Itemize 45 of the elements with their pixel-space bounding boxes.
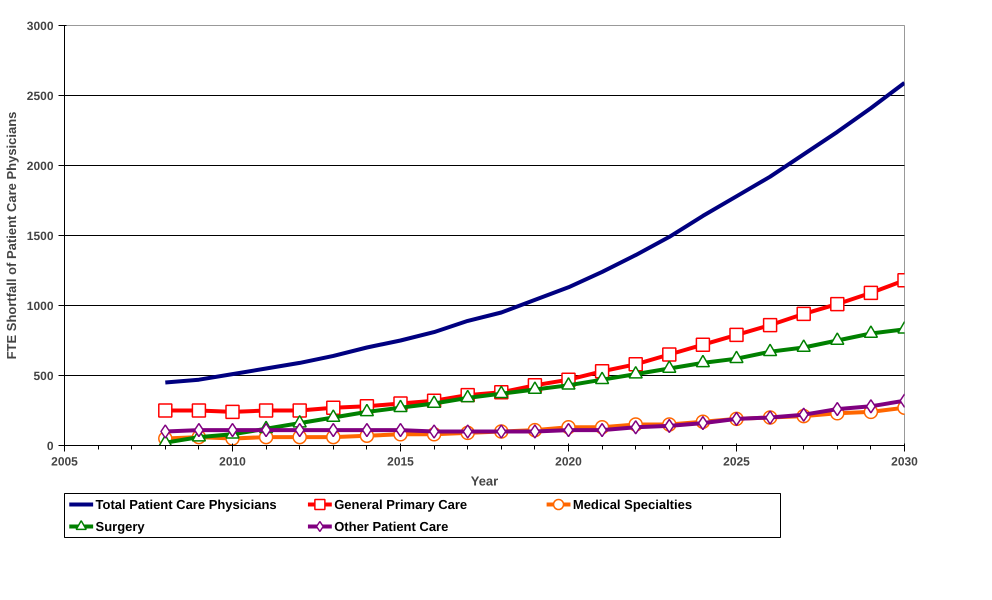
point xyxy=(292,403,307,418)
line-series xyxy=(163,80,904,384)
point xyxy=(662,347,677,362)
x-tick-label: 2005 xyxy=(51,454,78,468)
x-tick-label: 2010 xyxy=(219,454,246,468)
legend-label: Medical Specialties xyxy=(572,497,692,512)
point xyxy=(194,422,204,438)
y-tick-label: 0 xyxy=(46,439,54,453)
point xyxy=(429,424,440,439)
point xyxy=(395,422,406,438)
point xyxy=(227,422,238,438)
x-tick-label: 2020 xyxy=(555,454,582,468)
point xyxy=(160,424,170,439)
point xyxy=(192,403,206,418)
y-tick-label: 1500 xyxy=(26,229,54,243)
point xyxy=(729,328,744,342)
legend-label: Surgery xyxy=(96,519,146,534)
point xyxy=(328,422,338,438)
point xyxy=(762,318,778,332)
point xyxy=(362,422,372,438)
x-tick-label: 2025 xyxy=(723,454,750,468)
legend-label: Total Patient Care Physicians xyxy=(96,497,277,512)
point xyxy=(158,403,173,418)
point xyxy=(258,403,274,418)
y-tick-label: 2500 xyxy=(26,89,54,103)
point xyxy=(225,404,240,420)
y-tick-label: 1000 xyxy=(26,299,54,313)
y-tick-label: 3000 xyxy=(26,19,54,33)
point xyxy=(796,306,811,322)
legend-label: General Primary Care xyxy=(334,497,468,512)
point xyxy=(866,399,876,414)
point xyxy=(294,422,305,438)
point xyxy=(696,337,710,352)
y-tick-label: 2000 xyxy=(26,159,54,173)
point xyxy=(630,420,641,435)
y-tick-label: 500 xyxy=(33,369,54,383)
x-tick-label: 2015 xyxy=(387,454,414,468)
x-tick-label: 2030 xyxy=(891,454,918,468)
y-axis-title: FTE Shortfall of Patient Care Physicians xyxy=(4,112,19,360)
point xyxy=(832,402,842,416)
legend-label: Other Patient Care xyxy=(334,519,448,534)
point xyxy=(830,296,845,312)
point xyxy=(261,422,272,438)
point xyxy=(864,286,878,300)
x-axis-title: Year xyxy=(470,474,498,488)
